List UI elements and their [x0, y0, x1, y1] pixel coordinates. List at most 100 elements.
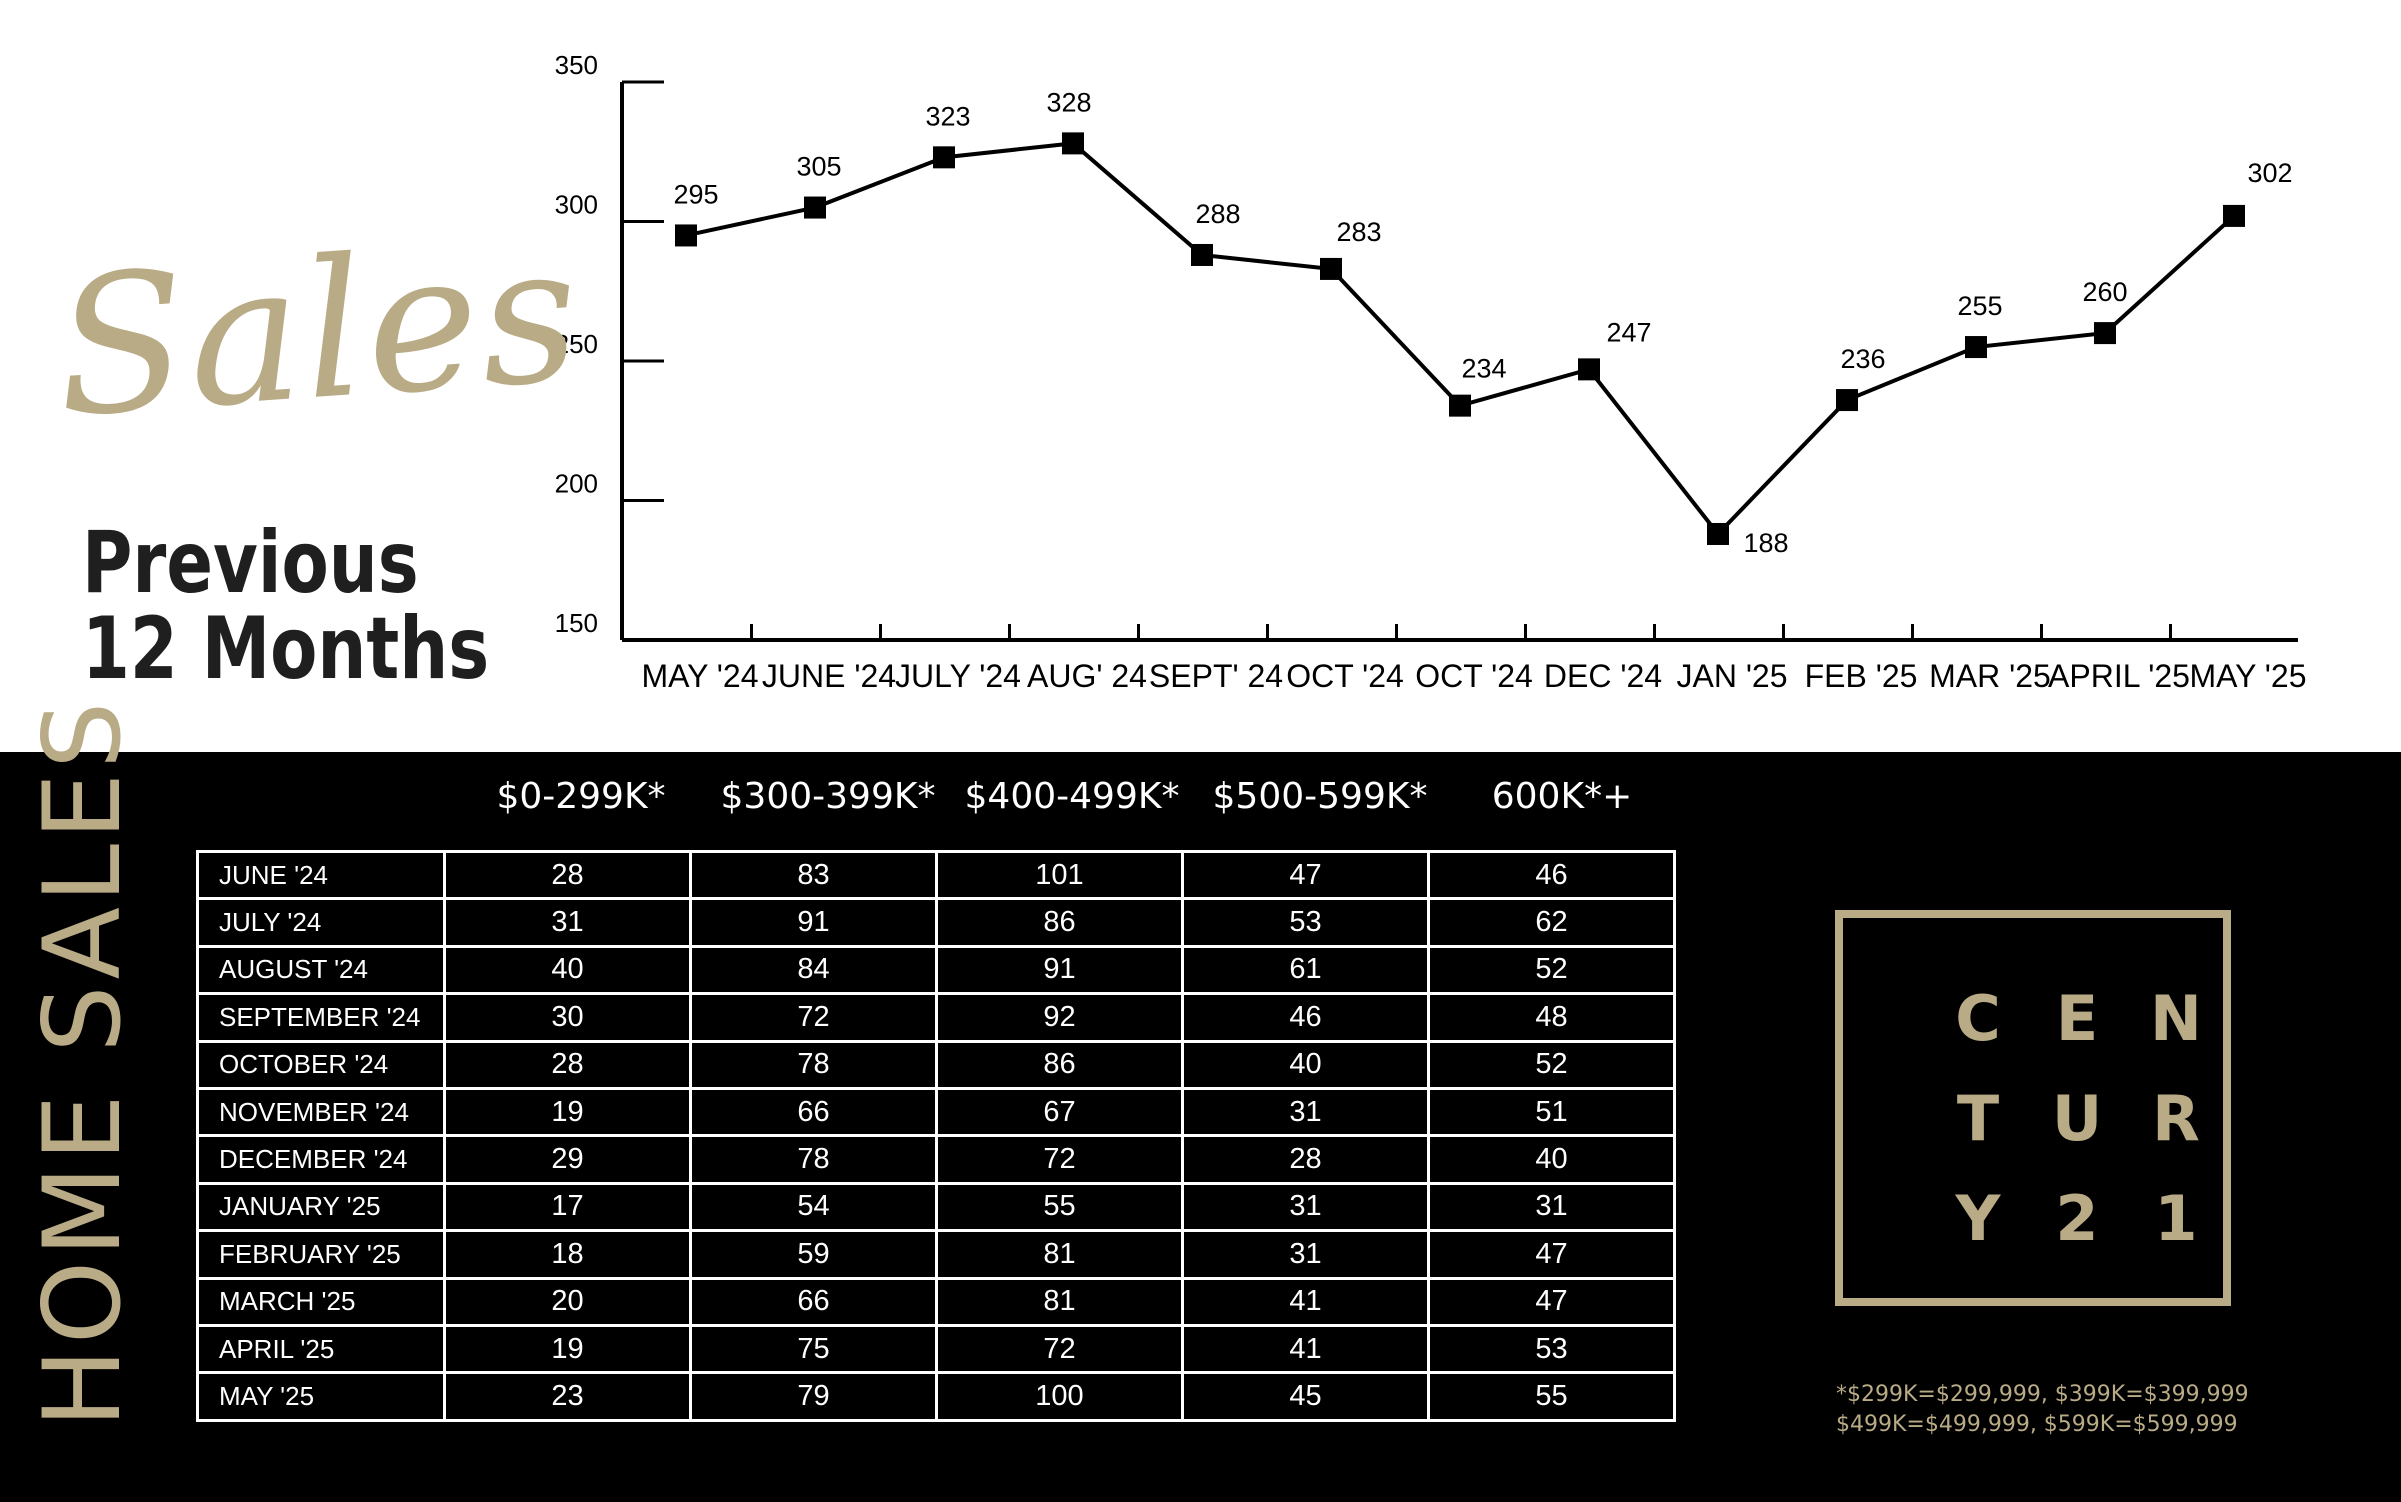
x-tick-label: MAY '24 — [642, 658, 759, 694]
table-cell: 55 — [1427, 1371, 1676, 1422]
table-cell: 92 — [935, 992, 1184, 1043]
row-month: OCTOBER '24 — [196, 1039, 446, 1090]
data-point — [1836, 389, 1858, 412]
table-cell: 47 — [1427, 1276, 1676, 1327]
table-cell: 91 — [935, 944, 1184, 996]
data-point — [933, 146, 955, 169]
table-cell: 18 — [443, 1229, 692, 1280]
x-tick-label: MAY '25 — [2190, 658, 2307, 694]
table-cell: 72 — [935, 1323, 1184, 1375]
y-tick-label: 150 — [555, 608, 598, 638]
row-month: AUGUST '24 — [196, 944, 446, 996]
x-tick-label: JUNE '24 — [762, 658, 896, 694]
table-cell: 61 — [1181, 944, 1430, 996]
y-tick-label: 300 — [555, 190, 598, 220]
data-point — [2223, 204, 2245, 227]
table-cell: 83 — [689, 849, 938, 901]
table-cell: 28 — [1181, 1134, 1430, 1185]
data-label: 295 — [673, 179, 718, 209]
footnote-line-2: $499K=$499,999, $599K=$599,999 — [1836, 1412, 2238, 1437]
row-month: SEPTEMBER '24 — [196, 992, 446, 1043]
series-line — [685, 141, 2236, 538]
table-cell: 86 — [935, 1039, 1184, 1090]
table-cell: 62 — [1427, 897, 1676, 948]
table-row: MARCH '25 20 66 81 41 47 — [196, 1276, 1676, 1327]
row-month: MARCH '25 — [196, 1276, 446, 1327]
table-cell: 30 — [443, 992, 692, 1043]
header-400-499k: $400-499K* — [964, 776, 1180, 817]
table-cell: 59 — [689, 1229, 938, 1280]
table-cell: 31 — [1181, 1181, 1430, 1233]
price-footnote: *$299K=$299,999, $399K=$399,999 $499K=$4… — [1836, 1380, 2249, 1440]
table-row: AUGUST '24 40 84 91 61 52 — [196, 944, 1676, 996]
logo-letter: 1 — [2154, 1182, 2198, 1255]
table-cell: 67 — [935, 1086, 1184, 1138]
data-label: 283 — [1336, 217, 1381, 247]
table-cell: 66 — [689, 1276, 938, 1327]
data-label: 328 — [1046, 87, 1091, 117]
table-cell: 45 — [1181, 1371, 1430, 1422]
row-month: MAY '25 — [196, 1371, 446, 1422]
data-point — [2094, 322, 2116, 345]
price-range-headers: $0-299K* $300-399K* $400-499K* $500-599K… — [0, 776, 2401, 832]
data-label: 255 — [1957, 291, 2002, 321]
logo-letter: E — [2055, 982, 2099, 1055]
table-cell: 52 — [1427, 1039, 1676, 1090]
table-cell: 20 — [443, 1276, 692, 1327]
table-cell: 40 — [443, 944, 692, 996]
row-month: JUNE '24 — [196, 849, 446, 901]
header-0-299k: $0-299K* — [496, 776, 666, 817]
header-600k-plus: 600K*+ — [1491, 776, 1633, 817]
data-label: 288 — [1195, 199, 1240, 229]
script-title: Sales — [48, 202, 588, 460]
row-month: JANUARY '25 — [196, 1181, 446, 1233]
subtitle-line-1: Previous — [82, 513, 419, 613]
table-cell: 54 — [689, 1181, 938, 1233]
data-point — [804, 196, 826, 219]
table-cell: 28 — [443, 849, 692, 901]
table-cell: 78 — [689, 1134, 938, 1185]
table-cell: 47 — [1181, 849, 1430, 901]
table-cell: 101 — [935, 849, 1184, 901]
table-cell: 100 — [935, 1371, 1184, 1422]
table-row: JULY '24 31 91 86 53 62 — [196, 897, 1676, 948]
table-row: JANUARY '25 17 54 55 31 31 — [196, 1181, 1676, 1233]
data-label: 305 — [796, 152, 841, 182]
table-cell: 17 — [443, 1181, 692, 1233]
y-tick-label: 250 — [555, 329, 598, 359]
chart-subtitle: Previous 12 Months — [82, 520, 489, 692]
data-label: 302 — [2247, 158, 2292, 188]
subtitle-line-2: 12 Months — [82, 599, 490, 699]
data-point — [1965, 336, 1987, 359]
table-cell: 41 — [1181, 1323, 1430, 1375]
table-row: MAY '25 23 79 100 45 55 — [196, 1371, 1676, 1422]
x-tick-label: OCT '24 — [1415, 658, 1533, 694]
table-cell: 47 — [1427, 1229, 1676, 1280]
data-point — [1578, 358, 1600, 381]
row-month: FEBRUARY '25 — [196, 1229, 446, 1280]
table-cell: 51 — [1427, 1086, 1676, 1138]
table-cell: 75 — [689, 1323, 938, 1375]
table-cell: 31 — [1181, 1086, 1430, 1138]
table-cell: 72 — [935, 1134, 1184, 1185]
row-month: JULY '24 — [196, 897, 446, 948]
data-point — [1191, 243, 1213, 266]
data-point — [675, 224, 697, 247]
x-tick-label: MAR '25 — [1929, 658, 2051, 694]
chart-section: 150 200 250 300 350 MAY '24 JUNE '24 JULY '24 AU… — [48, 50, 2307, 694]
table-cell: 81 — [935, 1276, 1184, 1327]
table-cell: 28 — [443, 1039, 692, 1090]
y-tick-label: 200 — [555, 469, 598, 499]
century21-logo: C E N T U R Y 2 1 — [1835, 910, 2231, 1306]
x-tick-label: SEPT' 24 — [1149, 658, 1283, 694]
table-row: DECEMBER '24 29 78 72 28 40 — [196, 1134, 1676, 1185]
table-row: FEBRUARY '25 18 59 81 31 47 — [196, 1229, 1676, 1280]
table-row: OCTOBER '24 28 78 86 40 52 — [196, 1039, 1676, 1090]
table-cell: 91 — [689, 897, 938, 948]
header-500-599k: $500-599K* — [1212, 776, 1428, 817]
logo-letter: C — [1955, 982, 2001, 1055]
row-month: DECEMBER '24 — [196, 1134, 446, 1185]
table-cell: 46 — [1427, 849, 1676, 901]
table-cell: 48 — [1427, 992, 1676, 1043]
logo-letter: U — [2051, 1082, 2103, 1155]
